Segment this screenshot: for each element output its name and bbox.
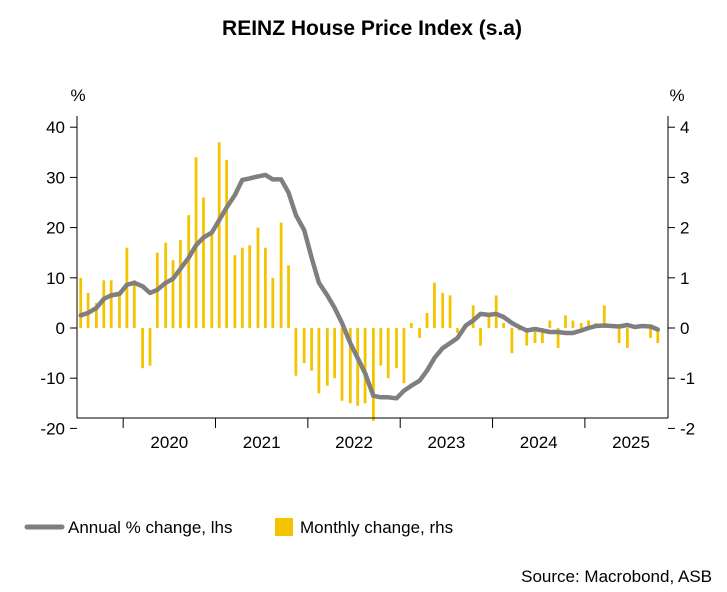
right-tick-label: -1 [680,369,695,388]
monthly-change-bar [287,265,290,329]
monthly-change-bar [233,255,237,328]
monthly-change-bar [656,328,660,344]
monthly-change-bar [271,277,275,328]
monthly-change-bar [79,277,83,328]
source-note: Source: Macrobond, ASB [521,567,712,586]
legend: Annual % change, lhs Monthly change, rhs [24,518,453,537]
left-tick-label: -20 [40,419,65,438]
monthly-change-bar [456,328,459,333]
right-tick-label: 2 [680,219,689,238]
monthly-change-bar [333,328,336,379]
monthly-change-bar [386,328,390,379]
monthly-change-bar [310,328,313,371]
monthly-change-bar [379,328,383,366]
monthly-change-bar [617,328,621,344]
monthly-change-bar [510,328,514,354]
monthly-change-bar [217,142,221,328]
monthly-change-bar [171,260,175,328]
left-axis-unit: % [70,86,85,105]
right-tick-label: 3 [680,168,689,187]
x-tick-label: 2022 [335,433,373,452]
x-tick-label: 2023 [427,433,465,452]
right-tick-label: 1 [680,269,689,288]
monthly-change-bar [302,328,306,364]
right-tick-label: -2 [680,419,695,438]
right-tick-label: 4 [680,118,689,137]
monthly-change-bar [95,302,98,328]
monthly-change-bar [340,328,344,401]
monthly-change-bar [541,328,544,344]
monthly-change-bar [202,197,205,328]
monthly-change-bar [564,315,567,328]
left-tick-label: -10 [40,369,65,388]
left-tick-label: 20 [46,219,65,238]
monthly-change-bar [533,328,537,344]
monthly-change-bar [264,247,267,328]
monthly-change-bar [448,295,452,328]
monthly-change-bar [102,280,106,328]
monthly-change-bar [118,295,121,328]
monthly-change-bar [317,328,321,394]
left-tick-label: 40 [46,118,65,137]
left-tick-label: 10 [46,269,65,288]
monthly-change-bar [279,222,283,328]
monthly-change-bar [548,320,552,328]
monthly-change-bar [294,328,298,376]
monthly-change-bar [409,323,413,328]
chart-title: REINZ House Price Index (s.a) [222,17,522,40]
annual-change-line-layer [78,172,661,401]
monthly-change-bar [626,328,629,349]
legend-swatch-monthly-bar [275,518,293,536]
monthly-change-bar [402,328,406,384]
monthly-change-bar [579,323,583,328]
monthly-change-bar [395,328,398,369]
annual-change-line [78,172,661,401]
legend-label-annual: Annual % change, lhs [68,518,232,537]
monthly-change-bar [487,315,491,328]
left-tick-label: 0 [56,319,65,338]
monthly-change-bar [187,215,191,328]
right-tick-label: 0 [680,319,689,338]
monthly-change-bar [556,328,560,349]
monthly-change-bar [348,328,352,404]
monthly-change-bar [356,328,360,406]
x-tick-label: 2020 [150,433,188,452]
monthly-change-bar [148,328,152,366]
monthly-change-bar [141,328,144,369]
monthly-change-bar [325,328,329,386]
right-axis-unit: % [669,86,684,105]
monthly-change-bar [649,328,652,338]
monthly-change-bar [418,328,421,338]
chart-axes [76,116,669,419]
monthly-change-bar [248,245,252,328]
monthly-change-bar [240,247,244,328]
monthly-change-bar [363,328,367,404]
left-tick-label: 30 [46,168,65,187]
x-tick-label: 2021 [243,433,281,452]
monthly-change-bar [225,159,228,328]
legend-label-monthly: Monthly change, rhs [300,518,453,537]
monthly-change-bar [587,320,590,328]
x-tick-label: 2024 [520,433,558,452]
monthly-change-bar [441,292,445,328]
monthly-change-bar [602,305,606,328]
x-tick-label: 2025 [612,433,650,452]
monthly-change-bar [109,280,113,328]
monthly-change-bar [479,328,482,346]
monthly-change-bar [571,320,575,328]
monthly-change-bar [502,323,505,328]
monthly-change-bar [471,305,475,328]
monthly-change-bar [132,280,136,328]
monthly-change-bar [372,328,375,421]
monthly-change-bar [210,232,214,328]
monthly-change-bar [256,227,260,328]
monthly-change-bar [433,282,436,328]
monthly-change-bar [179,240,182,328]
monthly-change-bar [425,312,429,328]
monthly-change-bar [525,328,529,346]
